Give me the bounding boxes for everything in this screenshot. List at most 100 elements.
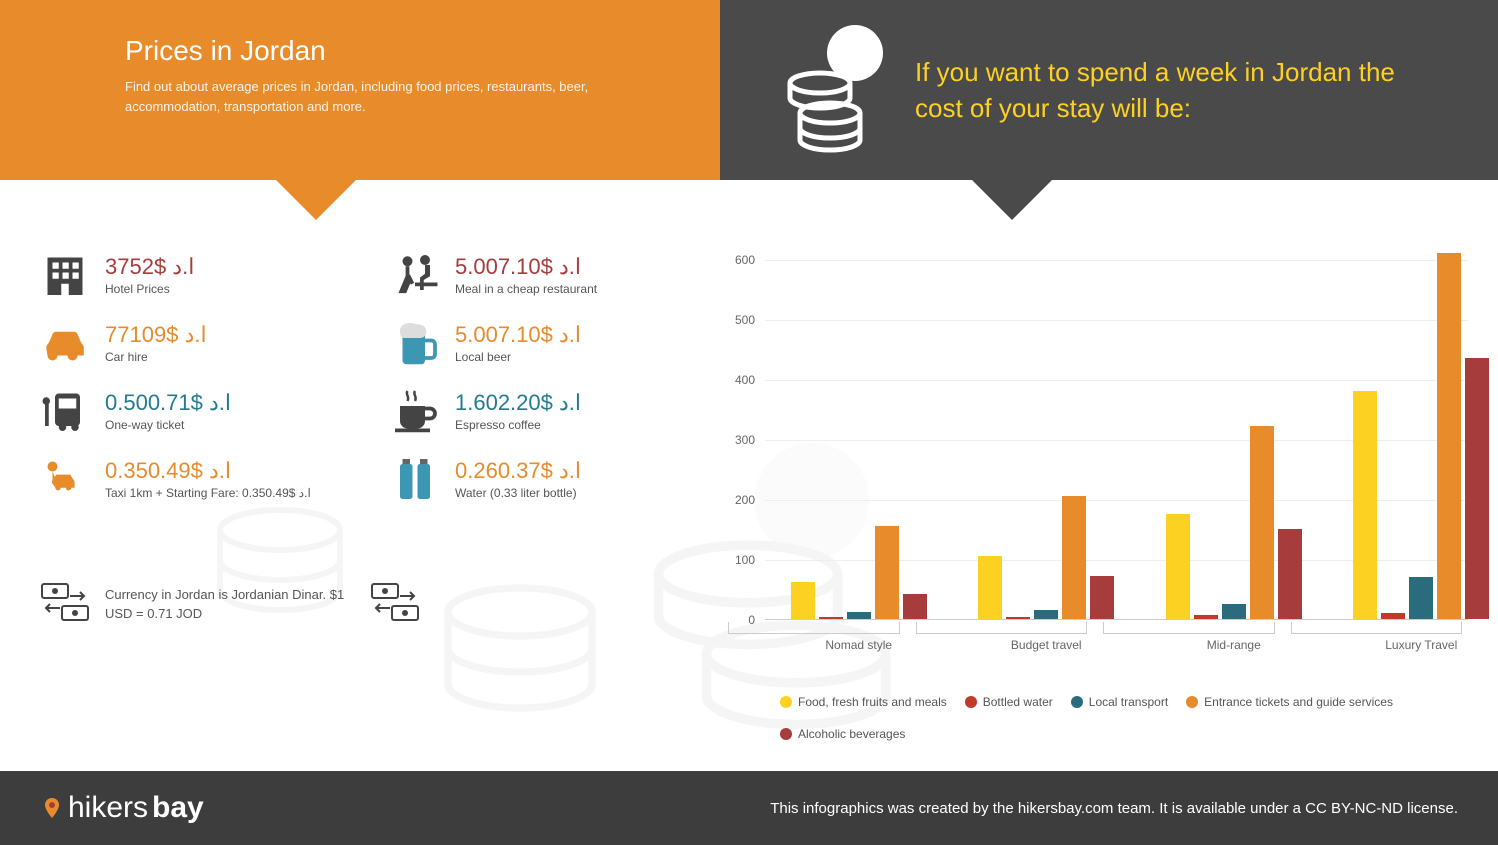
price-value: 0.350.49$ ا.د [105, 458, 311, 484]
price-item: 77109$ ا.دCar hire [40, 318, 350, 368]
legend-item: Food, fresh fruits and meals [780, 695, 947, 709]
bar [1194, 615, 1218, 619]
price-value: 5.007.10$ ا.د [455, 254, 597, 280]
price-item: 0.500.71$ ا.دOne-way ticket [40, 386, 350, 436]
legend-label: Entrance tickets and guide services [1204, 695, 1393, 709]
price-item: 0.260.37$ ا.د Water (0.33 liter bottle) [390, 454, 700, 504]
price-item: 1.602.20$ ا.د Espresso coffee [390, 386, 700, 436]
triangle-grey [972, 180, 1052, 220]
page-title: Prices in Jordan [125, 35, 690, 67]
prices-col-right: 5.007.10$ ا.دMeal in a cheap restaurant5… [390, 250, 700, 522]
price-label: Espresso coffee [455, 418, 581, 432]
bar [875, 526, 899, 619]
plot [765, 260, 1468, 620]
bar [847, 612, 871, 619]
bar [1090, 576, 1114, 619]
bar [1166, 514, 1190, 619]
legend-swatch [780, 728, 792, 740]
bar [1006, 617, 1030, 619]
price-item: 5.007.10$ ا.دMeal in a cheap restaurant [390, 250, 700, 300]
bar [1465, 358, 1489, 619]
bar [978, 556, 1002, 619]
price-value: 3752$ ا.د [105, 254, 194, 280]
price-label: Local beer [455, 350, 581, 364]
legend-item: Alcoholic beverages [780, 727, 905, 741]
price-value: 0.260.37$ ا.د [455, 458, 581, 484]
bar [1278, 529, 1302, 619]
price-item: 3752$ ا.د Hotel Prices [40, 250, 350, 300]
water-icon [390, 454, 440, 504]
bar [819, 617, 843, 619]
bar-group [1353, 253, 1489, 619]
x-label: Mid-range [1140, 638, 1328, 652]
header-left-panel: Prices in Jordan Find out about average … [0, 0, 720, 180]
header-triangles [0, 180, 1498, 240]
logo-text-a: hikers [68, 791, 148, 825]
meal-icon [390, 250, 440, 300]
taxi-icon [40, 454, 90, 504]
y-tick: 500 [735, 313, 755, 327]
car-icon [40, 318, 90, 368]
logo: hikersbay [40, 791, 204, 825]
currency-note: Currency in Jordan is Jordanian Dinar. $… [105, 586, 355, 622]
header-right-panel: If you want to spend a week in Jordan th… [720, 0, 1498, 180]
x-segment [728, 622, 900, 634]
logo-text-b: bay [152, 791, 204, 825]
legend-swatch [1186, 696, 1198, 708]
map-pin-icon [40, 796, 64, 820]
prices-col-left: 3752$ ا.د Hotel Prices 77109$ ا.دCar hire 0… [40, 250, 350, 522]
legend-swatch [965, 696, 977, 708]
footer-credit: This infographics was created by the hik… [770, 800, 1458, 817]
exchange-icon [40, 582, 90, 627]
bus-icon [40, 386, 90, 436]
y-axis: 0100200300400500600 [720, 260, 760, 620]
bar [1381, 613, 1405, 619]
price-label: One-way ticket [105, 418, 231, 432]
bar-group [1166, 426, 1302, 619]
bar [1250, 426, 1274, 619]
price-label: Water (0.33 liter bottle) [455, 486, 581, 500]
legend: Food, fresh fruits and meals Bottled wate… [720, 695, 1478, 741]
bar [1062, 496, 1086, 619]
legend-swatch [1071, 696, 1083, 708]
price-label: Hotel Prices [105, 282, 194, 296]
y-tick: 100 [735, 553, 755, 567]
bar [1222, 604, 1246, 619]
bar [1034, 610, 1058, 619]
price-value: 5.007.10$ ا.د [455, 322, 581, 348]
bar-group [791, 526, 927, 619]
triangle-orange [276, 180, 356, 220]
x-segment [916, 622, 1088, 634]
y-tick: 400 [735, 373, 755, 387]
hotel-icon [40, 250, 90, 300]
legend-label: Local transport [1089, 695, 1168, 709]
price-item: 0.350.49$ ا.دTaxi 1km + Starting Fare: 0… [40, 454, 350, 504]
legend-label: Alcoholic beverages [798, 727, 905, 741]
x-label: Nomad style [765, 638, 953, 652]
coffee-icon [390, 386, 440, 436]
bar [1353, 391, 1377, 619]
x-label: Luxury Travel [1328, 638, 1498, 652]
coins-icon [770, 23, 900, 158]
legend-item: Bottled water [965, 695, 1053, 709]
price-label: Car hire [105, 350, 207, 364]
legend-swatch [780, 696, 792, 708]
header-callout: If you want to spend a week in Jordan th… [915, 54, 1448, 127]
beer-icon [390, 318, 440, 368]
prices-section: 3752$ ا.د Hotel Prices 77109$ ا.دCar hire 0… [40, 250, 700, 741]
footer: hikersbay This infographics was created … [0, 771, 1498, 845]
price-value: 1.602.20$ ا.د [455, 390, 581, 416]
legend-label: Bottled water [983, 695, 1053, 709]
chart-area: 0100200300400500600 Nomad styleBudget tr… [700, 250, 1478, 741]
currency-row: Currency in Jordan is Jordanian Dinar. $… [40, 582, 700, 627]
bar [791, 582, 815, 619]
page-subtitle: Find out about average prices in Jordan,… [125, 77, 645, 116]
bar [1409, 577, 1433, 619]
x-segment [1103, 622, 1275, 634]
bar-chart: 0100200300400500600 Nomad styleBudget tr… [720, 260, 1478, 650]
content: 3752$ ا.د Hotel Prices 77109$ ا.دCar hire 0… [0, 240, 1498, 771]
bar-group [978, 496, 1114, 619]
y-tick: 200 [735, 493, 755, 507]
x-label: Budget travel [953, 638, 1141, 652]
legend-label: Food, fresh fruits and meals [798, 695, 947, 709]
